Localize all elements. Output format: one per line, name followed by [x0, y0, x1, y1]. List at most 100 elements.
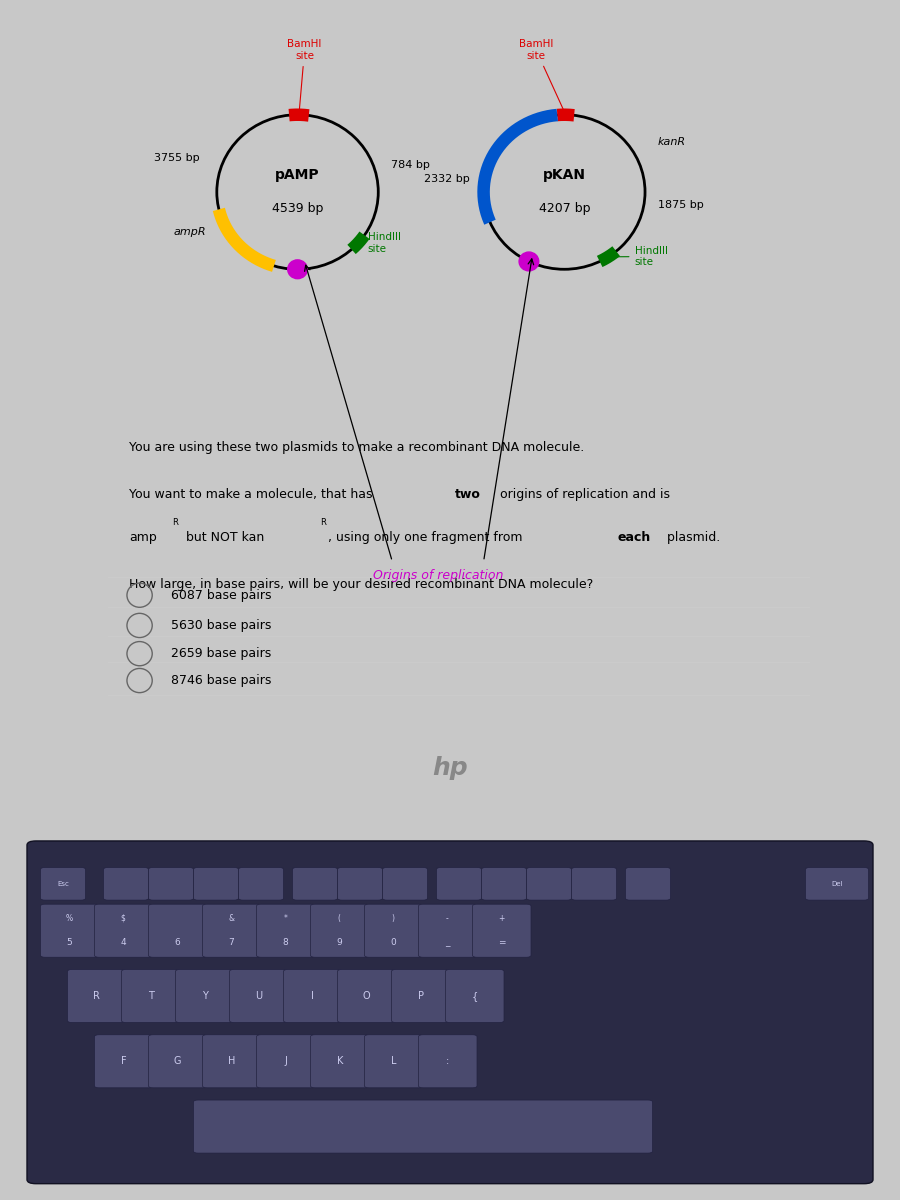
FancyBboxPatch shape [472, 905, 531, 958]
Text: O: O [363, 991, 371, 1001]
Text: Y: Y [202, 991, 208, 1001]
Text: HindIII
site: HindIII site [361, 233, 400, 254]
Text: (: ( [338, 914, 341, 923]
FancyBboxPatch shape [338, 970, 396, 1022]
Text: each: each [617, 532, 651, 545]
Text: pAMP: pAMP [275, 168, 319, 182]
Text: J: J [284, 1056, 287, 1067]
Text: origins of replication and is: origins of replication and is [496, 487, 670, 500]
Text: &: & [229, 914, 234, 923]
Text: 4539 bp: 4539 bp [272, 203, 323, 215]
Text: _: _ [445, 938, 450, 948]
Text: but NOT kan: but NOT kan [182, 532, 264, 545]
Text: %: % [66, 914, 73, 923]
Text: 784 bp: 784 bp [391, 160, 430, 170]
FancyBboxPatch shape [292, 868, 338, 900]
FancyBboxPatch shape [418, 1034, 477, 1087]
Text: *: * [284, 914, 287, 923]
Text: pKAN: pKAN [543, 168, 586, 182]
FancyBboxPatch shape [68, 970, 126, 1022]
Text: BamHI
site: BamHI site [287, 40, 321, 112]
FancyBboxPatch shape [148, 1034, 207, 1087]
Text: How large, in base pairs, will be your desired recombinant DNA molecule?: How large, in base pairs, will be your d… [129, 578, 593, 592]
FancyBboxPatch shape [572, 868, 616, 900]
Text: You want to make a molecule, that has: You want to make a molecule, that has [129, 487, 376, 500]
Text: amp: amp [129, 532, 157, 545]
Text: ): ) [392, 914, 395, 923]
FancyBboxPatch shape [194, 868, 238, 900]
Text: 2332 bp: 2332 bp [424, 174, 470, 184]
Text: G: G [174, 1056, 182, 1067]
Text: R: R [173, 518, 178, 527]
FancyBboxPatch shape [310, 905, 369, 958]
FancyBboxPatch shape [436, 868, 482, 900]
Text: 6087 base pairs: 6087 base pairs [171, 589, 272, 601]
Text: 6: 6 [175, 938, 180, 948]
Text: hp: hp [432, 756, 468, 780]
Text: 5630 base pairs: 5630 base pairs [171, 619, 272, 632]
Text: Esc: Esc [57, 881, 69, 887]
Text: 1875 bp: 1875 bp [658, 200, 704, 210]
Text: :: : [446, 1056, 449, 1067]
FancyBboxPatch shape [382, 868, 428, 900]
FancyBboxPatch shape [202, 1034, 261, 1087]
Text: , using only one fragment from: , using only one fragment from [328, 532, 526, 545]
FancyBboxPatch shape [806, 868, 868, 900]
FancyBboxPatch shape [194, 1100, 652, 1153]
Text: 4: 4 [121, 938, 126, 948]
FancyBboxPatch shape [310, 1034, 369, 1087]
Text: L: L [391, 1056, 397, 1067]
Text: +: + [498, 914, 505, 923]
Text: F: F [121, 1056, 127, 1067]
FancyBboxPatch shape [418, 905, 477, 958]
Text: Del: Del [832, 881, 842, 887]
FancyBboxPatch shape [27, 841, 873, 1183]
FancyBboxPatch shape [256, 1034, 315, 1087]
Text: HindIII
site: HindIII site [611, 246, 668, 268]
FancyBboxPatch shape [148, 905, 207, 958]
Text: U: U [256, 991, 262, 1001]
FancyBboxPatch shape [526, 868, 572, 900]
FancyBboxPatch shape [238, 868, 284, 900]
Text: I: I [311, 991, 314, 1001]
Text: K: K [337, 1056, 343, 1067]
Text: R: R [94, 991, 100, 1001]
FancyBboxPatch shape [364, 905, 423, 958]
Text: 8746 base pairs: 8746 base pairs [171, 674, 272, 688]
Text: 5: 5 [67, 938, 72, 948]
Text: 8: 8 [283, 938, 288, 948]
Text: =: = [498, 938, 505, 948]
FancyBboxPatch shape [364, 1034, 423, 1087]
FancyBboxPatch shape [148, 868, 194, 900]
Text: -: - [446, 914, 449, 923]
FancyBboxPatch shape [338, 868, 382, 900]
Text: BamHI
site: BamHI site [519, 40, 564, 113]
Text: H: H [228, 1056, 236, 1067]
Text: kanR: kanR [658, 137, 686, 146]
Text: Origins of replication: Origins of replication [373, 569, 503, 582]
Circle shape [519, 252, 539, 271]
FancyBboxPatch shape [482, 868, 526, 900]
FancyBboxPatch shape [122, 970, 180, 1022]
FancyBboxPatch shape [446, 970, 504, 1022]
Text: {: { [472, 991, 478, 1001]
Text: 9: 9 [337, 938, 342, 948]
FancyBboxPatch shape [202, 905, 261, 958]
FancyBboxPatch shape [256, 905, 315, 958]
Text: 4207 bp: 4207 bp [538, 203, 590, 215]
Text: $: $ [121, 914, 126, 923]
Text: You are using these two plasmids to make a recombinant DNA molecule.: You are using these two plasmids to make… [129, 440, 584, 454]
FancyBboxPatch shape [40, 868, 86, 900]
FancyBboxPatch shape [176, 970, 234, 1022]
Text: R: R [320, 518, 326, 527]
FancyBboxPatch shape [230, 970, 288, 1022]
Text: 0: 0 [391, 938, 396, 948]
Circle shape [288, 260, 308, 278]
Text: 3755 bp: 3755 bp [154, 154, 199, 163]
FancyBboxPatch shape [392, 970, 450, 1022]
Text: ampR: ampR [174, 227, 206, 238]
FancyBboxPatch shape [94, 905, 153, 958]
FancyBboxPatch shape [40, 905, 99, 958]
FancyBboxPatch shape [94, 1034, 153, 1087]
Text: 2659 base pairs: 2659 base pairs [171, 647, 272, 660]
